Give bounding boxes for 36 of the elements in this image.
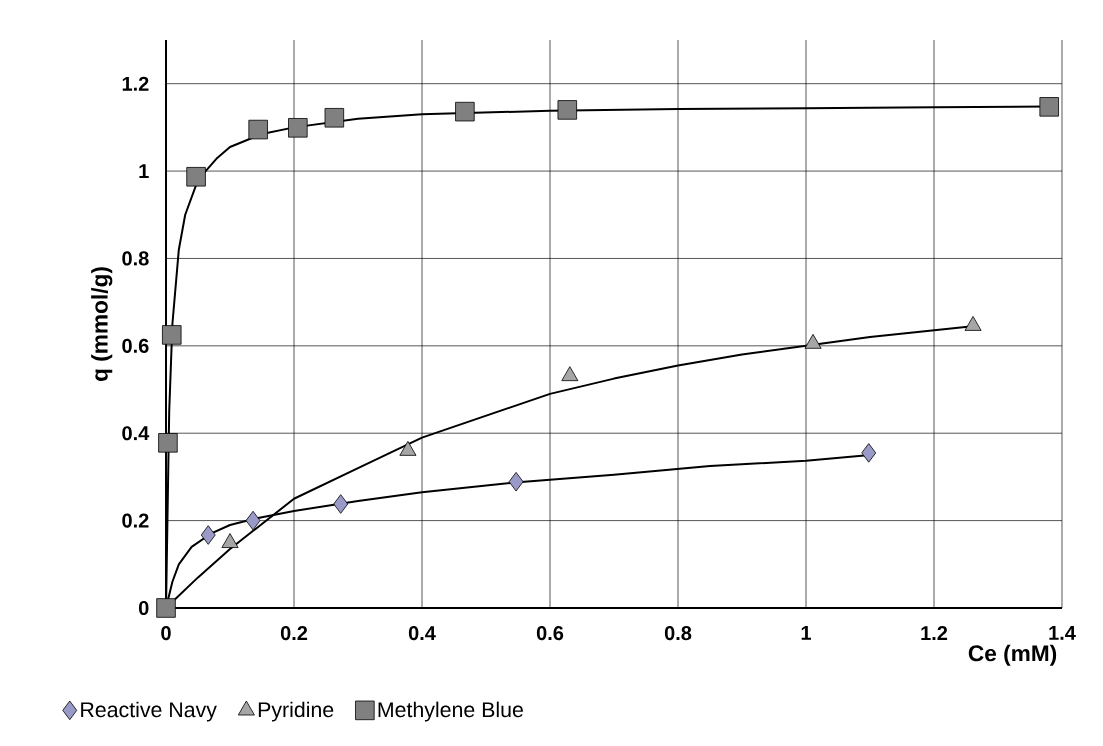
y-tick-label: 0.4 [122,426,150,441]
x-axis-title: Ce (mM) [968,644,1057,666]
point [324,108,345,128]
y-tick-label: 0 [138,600,149,616]
legend-label: Methylene Blue [378,701,523,722]
x-tick-label: 0 [161,626,171,641]
point [248,119,268,140]
x-tick-label: 1.4 [1049,626,1076,640]
point [200,525,216,545]
y-tick-label: 0.6 [122,338,149,353]
y-tick-label: 0.8 [122,251,149,266]
point [288,118,308,138]
point [557,100,578,120]
y-tick-label: 0.2 [122,513,149,528]
y-tick-label: 1.2 [122,76,149,91]
point [156,598,176,618]
x-tick-label: 0.2 [280,626,308,641]
x-tick-label: 0.4 [408,626,436,641]
legend-label: Reactive Navy [81,701,217,722]
point [158,433,178,453]
point [861,443,877,463]
point [561,366,579,382]
x-tick-label: 1.2 [921,626,948,640]
point [508,471,524,492]
y-tick-label: 1 [139,164,149,178]
point [455,101,475,122]
y-axis-title: q (mmol/g) [91,267,113,381]
point [333,494,349,514]
point [162,325,182,345]
x-tick-label: 0.6 [536,626,564,641]
x-tick-label: 1 [801,626,811,640]
x-tick-label: 0.8 [664,626,692,641]
legend-label: Pyridine [258,701,334,722]
point [245,510,261,531]
point [1039,97,1059,117]
point [186,167,206,187]
